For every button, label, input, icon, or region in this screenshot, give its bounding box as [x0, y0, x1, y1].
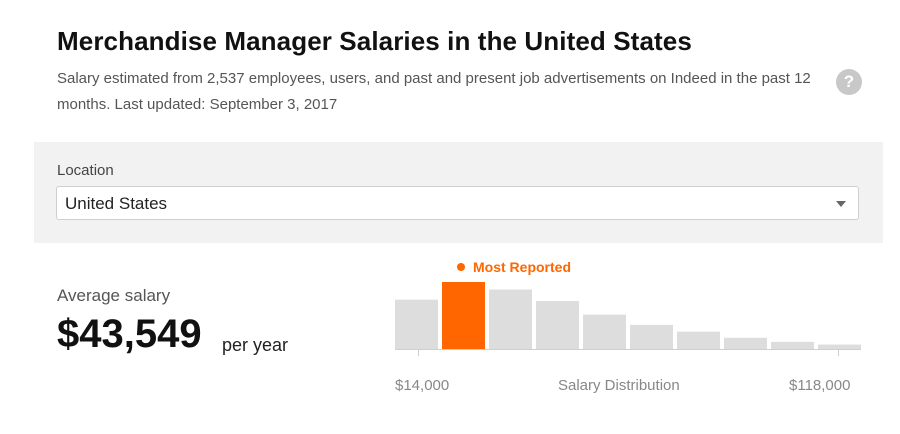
help-icon[interactable]: ? — [836, 69, 862, 95]
axis-min-label: $14,000 — [395, 377, 450, 394]
location-select[interactable]: United States — [56, 186, 859, 220]
distribution-bar — [536, 301, 579, 350]
distribution-bar-most-reported — [442, 282, 485, 350]
salary-source-description: Salary estimated from 2,537 employees, u… — [57, 70, 811, 113]
distribution-bar — [818, 344, 861, 350]
axis-tick-max — [838, 350, 839, 356]
location-select-value: United States — [65, 194, 168, 213]
distribution-bar — [677, 331, 720, 350]
most-reported-legend: Most Reported — [457, 259, 571, 275]
salary-period: per year — [222, 335, 289, 355]
axis-title: Salary Distribution — [558, 377, 680, 394]
distribution-bar — [724, 337, 767, 350]
average-salary-label: Average salary — [57, 286, 171, 305]
location-label: Location — [57, 162, 114, 179]
chart-baseline — [395, 349, 861, 350]
distribution-bar — [630, 324, 673, 350]
salary-distribution-chart — [395, 282, 861, 350]
most-reported-dot-icon — [457, 263, 465, 271]
distribution-bar — [771, 341, 814, 350]
distribution-bar — [489, 289, 532, 350]
axis-tick-min — [418, 350, 419, 356]
average-salary-amount: $43,549 — [57, 312, 202, 356]
axis-max-label: $118,000 — [789, 377, 851, 394]
most-reported-label: Most Reported — [473, 259, 571, 275]
distribution-bar — [395, 299, 438, 350]
distribution-bar — [583, 314, 626, 350]
chevron-down-icon — [836, 201, 846, 207]
page-title: Merchandise Manager Salaries in the Unit… — [57, 26, 692, 56]
